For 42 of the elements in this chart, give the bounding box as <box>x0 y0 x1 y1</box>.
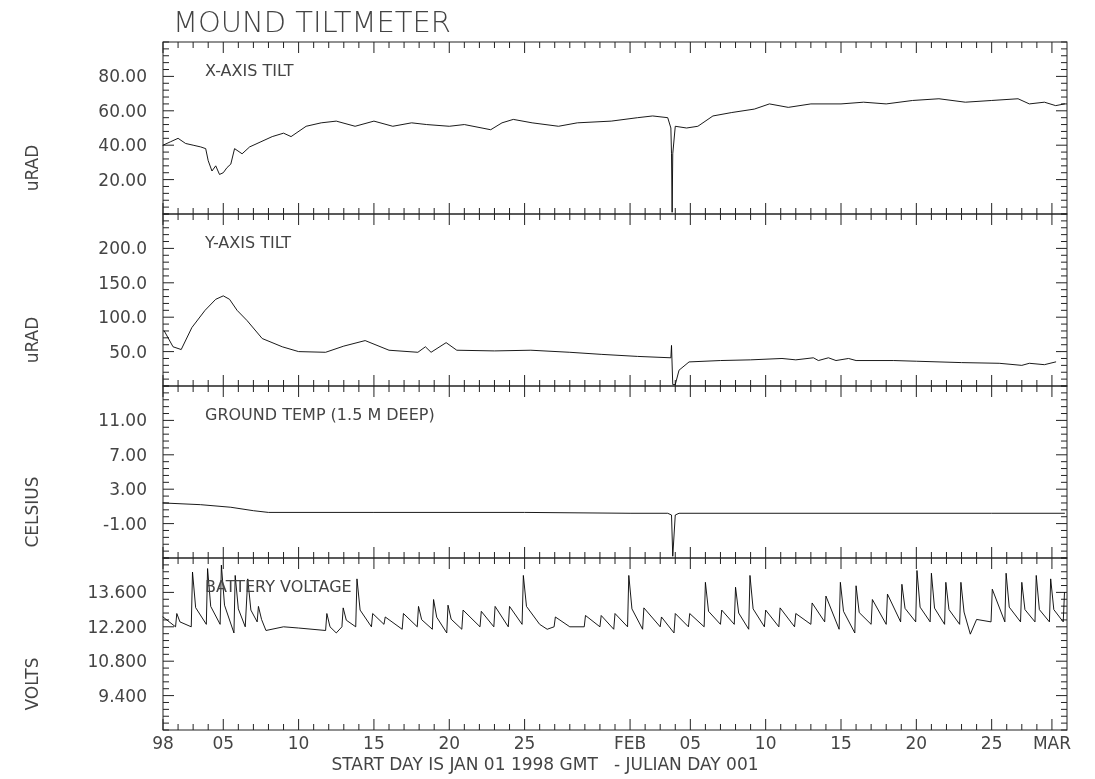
y-tick-label: 100.0 <box>98 307 147 328</box>
y-tick-label: -1.00 <box>103 513 147 534</box>
y-axis-title: uRAD <box>22 316 42 364</box>
x-tick-label: 25 <box>980 733 1003 753</box>
x-tick-label: 05 <box>212 733 235 753</box>
y-tick-label: 13.600 <box>87 582 147 603</box>
y-axis-title: CELSIUS <box>22 476 42 548</box>
text: X-AXIS TILT <box>205 61 294 80</box>
x-tick-label: 15 <box>363 733 385 753</box>
x-axis-title: START DAY IS JAN 01 1998 GMT - JULIAN DAY 001 <box>331 754 759 774</box>
x-tick-label: 10 <box>754 733 777 753</box>
y-tick-label: 40.00 <box>98 135 147 156</box>
y-tick-label: 11.00 <box>98 410 147 431</box>
x-tick-label: 20 <box>905 733 928 753</box>
y-tick-label: 3.00 <box>109 479 147 500</box>
x-tick-label: 25 <box>513 733 536 753</box>
y-axis-title: uRAD <box>22 144 42 192</box>
y-tick-label: 20.00 <box>98 169 147 190</box>
y-tick-label: 60.00 <box>98 100 147 121</box>
y-tick-label: 12.200 <box>87 616 147 637</box>
x-tick-label: MAR <box>1032 733 1072 753</box>
y-tick-label: 50.0 <box>109 341 147 362</box>
line-series <box>162 502 1065 557</box>
x-tick-label: 10 <box>287 733 310 753</box>
y-tick-label: 80.00 <box>98 66 147 87</box>
x-tick-label: 20 <box>438 733 461 753</box>
line-series <box>162 564 1065 635</box>
y-axis-title: VOLTS <box>22 657 42 711</box>
text: GROUND TEMP (1.5 M DEEP) <box>205 405 435 424</box>
x-tick-label: 98 <box>152 733 174 753</box>
line-series <box>162 98 1065 213</box>
line-series <box>163 295 1057 386</box>
y-tick-label: 7.00 <box>109 444 147 465</box>
chart-title: MOUND TILTMETER <box>173 5 451 39</box>
x-tick-label: 15 <box>830 733 852 753</box>
y-tick-label: 9.400 <box>98 685 147 706</box>
y-tick-label: 10.800 <box>87 651 147 672</box>
x-tick-label: FEB <box>613 733 647 753</box>
text: Y-AXIS TILT <box>204 233 292 252</box>
y-tick-label: 150.0 <box>98 272 147 293</box>
x-tick-label: 05 <box>679 733 702 753</box>
y-tick-label: 200.0 <box>98 238 147 259</box>
